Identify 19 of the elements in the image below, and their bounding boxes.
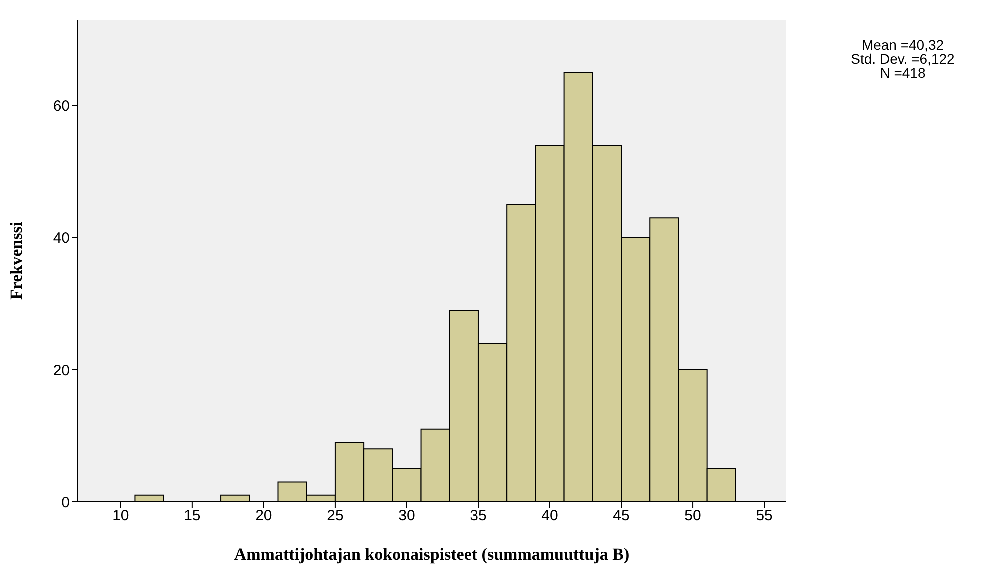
y-tick-label: 40 xyxy=(53,230,70,248)
x-tick-label: 10 xyxy=(112,508,130,525)
y-axis-title: Frekvenssi xyxy=(7,222,26,300)
y-tick-label: 20 xyxy=(53,362,70,380)
x-tick-label: 55 xyxy=(756,508,773,525)
x-tick-label: 35 xyxy=(470,508,487,525)
x-tick-label: 15 xyxy=(184,508,201,525)
x-tick-label: 45 xyxy=(613,508,630,525)
x-tick-label: 30 xyxy=(398,508,416,525)
y-tick-label: 60 xyxy=(53,98,70,116)
x-tick-label: 40 xyxy=(542,508,558,525)
x-tick-label: 50 xyxy=(684,508,702,525)
x-tick-label: 25 xyxy=(327,508,344,525)
text: Mean =40,32 xyxy=(860,37,946,53)
text: N =418 xyxy=(879,65,926,81)
text: Std. Dev. =6,122 xyxy=(850,51,956,67)
y-tick-label: 0 xyxy=(62,494,70,512)
x-axis-title: Ammattijohtajan kokonaispisteet (summamuuttuja B) xyxy=(234,545,630,564)
x-tick-label: 20 xyxy=(256,508,272,525)
